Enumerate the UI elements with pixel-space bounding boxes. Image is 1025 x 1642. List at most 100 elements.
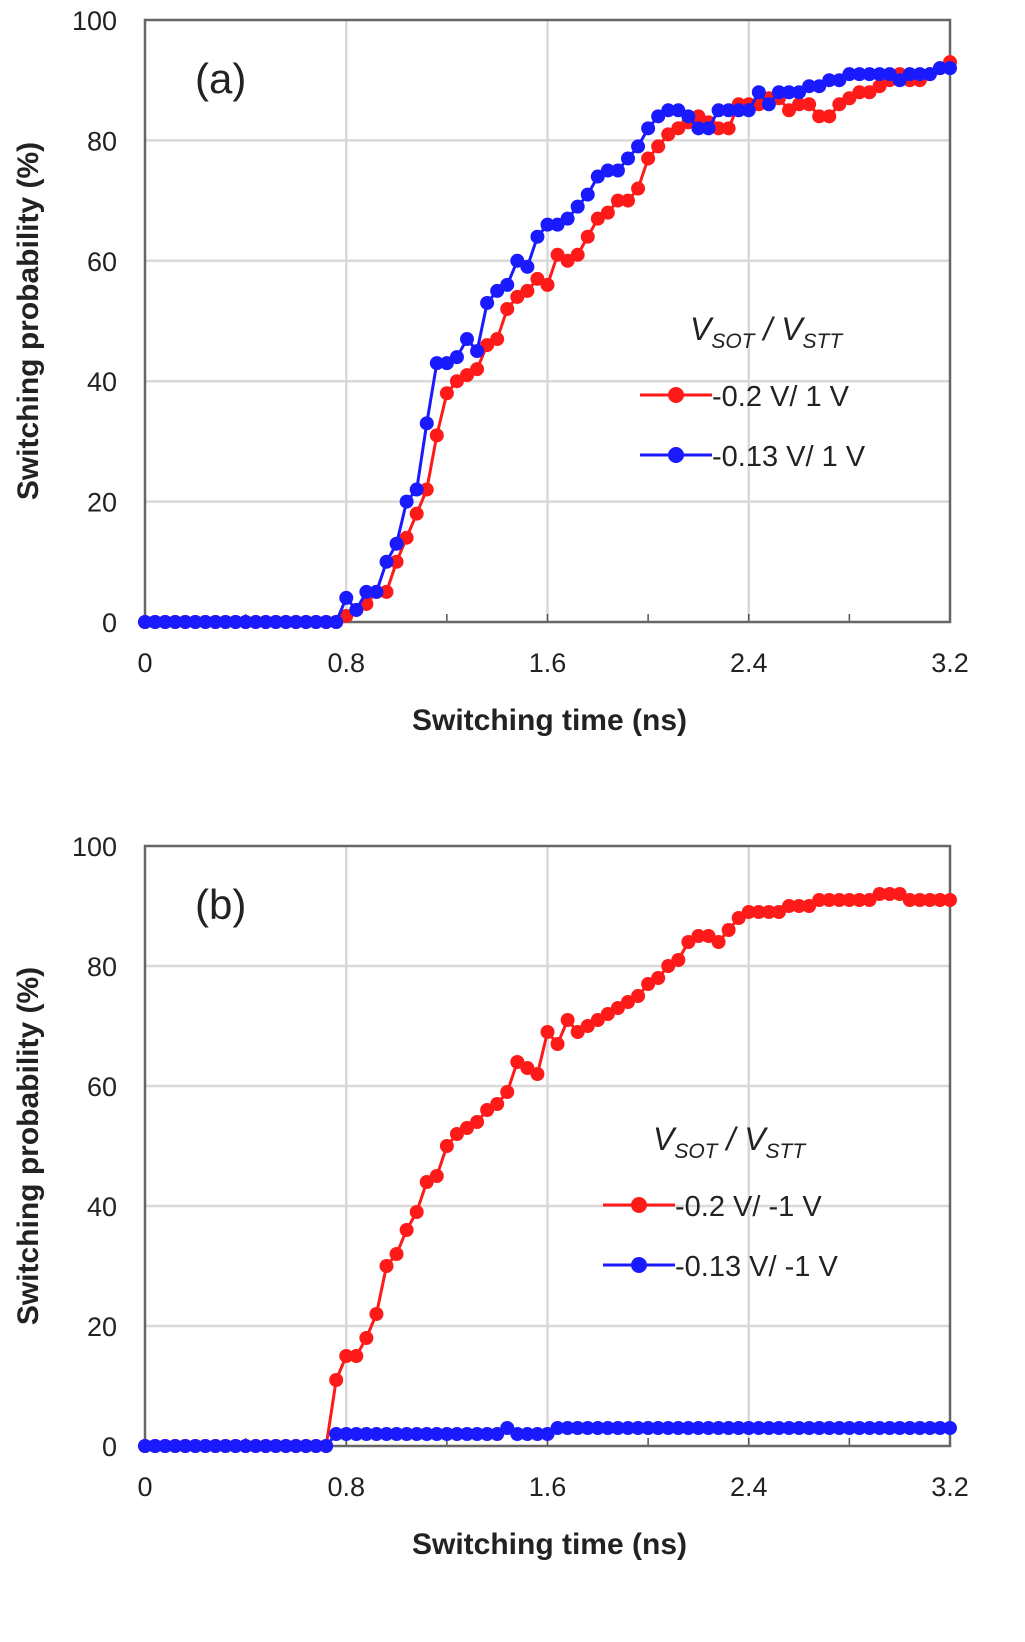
y-tick-label: 60 bbox=[87, 1072, 117, 1102]
data-point bbox=[862, 1421, 877, 1435]
data-point bbox=[500, 1421, 515, 1435]
data-point bbox=[510, 289, 525, 304]
data-point bbox=[671, 1421, 686, 1435]
data-point bbox=[590, 1013, 605, 1027]
legend-title-sep: / bbox=[718, 1121, 745, 1157]
data-point bbox=[470, 1115, 485, 1129]
data-point bbox=[389, 1427, 404, 1441]
data-point bbox=[278, 1439, 293, 1453]
data-point bbox=[922, 1421, 937, 1435]
data-point bbox=[741, 103, 756, 118]
data-point bbox=[369, 1427, 384, 1441]
data-point bbox=[228, 1439, 243, 1453]
data-point bbox=[490, 283, 505, 298]
data-point bbox=[812, 893, 827, 907]
legend-label: -0.2 V/ 1 V bbox=[712, 381, 850, 413]
data-point bbox=[661, 103, 676, 118]
data-point bbox=[530, 229, 545, 244]
data-point bbox=[842, 1421, 857, 1435]
data-point bbox=[852, 67, 867, 82]
data-point bbox=[872, 887, 887, 901]
data-point bbox=[631, 989, 646, 1003]
data-point bbox=[339, 608, 354, 623]
data-point bbox=[792, 899, 807, 913]
data-point bbox=[731, 911, 746, 925]
panel-label: (a) bbox=[195, 55, 246, 102]
data-point bbox=[580, 1019, 595, 1033]
data-point bbox=[691, 121, 706, 136]
data-point bbox=[218, 1439, 233, 1453]
data-point bbox=[389, 536, 404, 551]
data-point bbox=[339, 590, 354, 605]
data-point bbox=[319, 1439, 334, 1453]
data-point bbox=[530, 271, 545, 286]
data-point bbox=[741, 1421, 756, 1435]
data-point bbox=[520, 1427, 535, 1441]
data-point bbox=[751, 1421, 766, 1435]
data-point bbox=[429, 1427, 444, 1441]
data-point bbox=[912, 1421, 927, 1435]
legend-title-sub2: STT bbox=[766, 1140, 808, 1163]
data-point bbox=[228, 615, 243, 629]
data-point bbox=[771, 905, 786, 919]
data-point bbox=[802, 1421, 817, 1435]
data-point bbox=[470, 344, 485, 359]
data-point bbox=[701, 1421, 716, 1435]
data-point bbox=[711, 1421, 726, 1435]
y-tick-label: 40 bbox=[87, 367, 117, 397]
data-point bbox=[389, 1247, 404, 1261]
plot-frame bbox=[143, 844, 952, 1448]
data-point bbox=[701, 121, 716, 136]
data-point bbox=[178, 615, 193, 629]
data-point bbox=[580, 1421, 595, 1435]
x-tick-label: 0 bbox=[137, 1472, 152, 1502]
data-point bbox=[761, 905, 776, 919]
legend-label: -0.2 V/ -1 V bbox=[675, 1191, 822, 1223]
x-axis-title: Switching time (ns) bbox=[412, 1528, 687, 1561]
data-point bbox=[681, 935, 696, 949]
data-point bbox=[248, 1439, 263, 1453]
data-point bbox=[359, 1427, 374, 1441]
data-point bbox=[168, 1439, 183, 1453]
y-tick-label: 40 bbox=[87, 1192, 117, 1222]
data-point bbox=[731, 103, 746, 118]
data-point bbox=[902, 1421, 917, 1435]
data-point bbox=[621, 1421, 635, 1435]
data-point bbox=[510, 1427, 525, 1441]
x-tick-label: 0 bbox=[137, 648, 152, 678]
data-point bbox=[862, 893, 877, 907]
data-point bbox=[792, 1421, 807, 1435]
panel-label: (b) bbox=[195, 881, 246, 928]
data-point bbox=[379, 1259, 394, 1273]
y-tick-label: 0 bbox=[102, 608, 117, 638]
x-tick-label: 2.4 bbox=[730, 648, 768, 678]
data-point bbox=[741, 905, 756, 919]
data-point bbox=[932, 61, 947, 76]
x-tick-label: 3.2 bbox=[931, 648, 969, 678]
panel-a: 0 0.8 1.6 2.4 3.2 0 20 40 60 80 100 Switching time … bbox=[12, 6, 969, 737]
data-point bbox=[268, 1439, 283, 1453]
data-point bbox=[570, 1421, 585, 1435]
data-point bbox=[168, 615, 183, 629]
data-point bbox=[681, 1421, 696, 1435]
data-point bbox=[832, 893, 847, 907]
y-tick-label: 60 bbox=[87, 247, 117, 277]
data-point bbox=[600, 1007, 615, 1021]
data-point bbox=[550, 1037, 565, 1051]
data-point bbox=[379, 1427, 394, 1441]
data-point bbox=[590, 1421, 605, 1435]
legend-entry: -0.13 V/ 1 V bbox=[640, 441, 866, 473]
data-point bbox=[490, 1097, 505, 1111]
data-point bbox=[822, 893, 837, 907]
data-point bbox=[842, 893, 857, 907]
data-point bbox=[299, 1439, 313, 1453]
data-point bbox=[721, 1421, 736, 1435]
data-point bbox=[822, 1421, 837, 1435]
data-point bbox=[892, 887, 907, 901]
legend-title: VSOT / VSTT bbox=[653, 1121, 807, 1163]
data-point bbox=[862, 67, 877, 82]
legend-entry: -0.2 V/ 1 V bbox=[640, 381, 850, 413]
data-point bbox=[651, 1421, 666, 1435]
data-point bbox=[621, 151, 635, 166]
data-point bbox=[932, 893, 947, 907]
